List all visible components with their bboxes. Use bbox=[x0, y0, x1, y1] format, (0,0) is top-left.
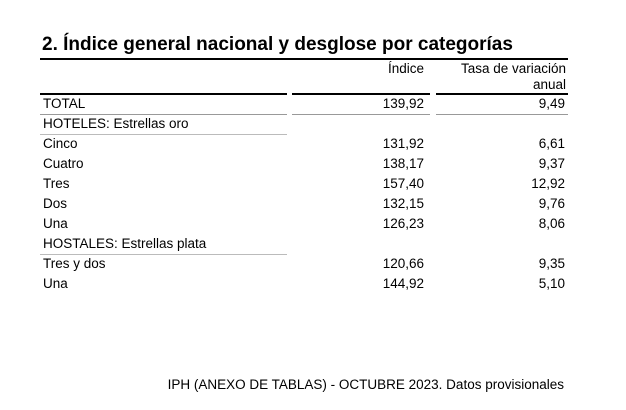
header-rule bbox=[40, 93, 287, 95]
footer: IPH (ANEXO DE TABLAS) - OCTUBRE 2023. Da… bbox=[167, 377, 564, 392]
row-label: Cinco bbox=[43, 136, 78, 151]
rate-value: 8,06 bbox=[538, 216, 565, 231]
row-label: HOTELES: Estrellas oro bbox=[43, 116, 189, 131]
row-label: Una bbox=[43, 216, 68, 231]
title-rule bbox=[40, 58, 568, 60]
rate-value: 9,37 bbox=[538, 156, 565, 171]
index-value: 157,40 bbox=[382, 176, 424, 191]
index-value: 138,17 bbox=[382, 156, 424, 171]
header-rule bbox=[292, 93, 430, 95]
rate-value: 9,49 bbox=[538, 96, 565, 111]
column-header: Tasa de variación anual bbox=[460, 61, 566, 92]
header-rule bbox=[436, 93, 568, 95]
row-rule bbox=[40, 114, 287, 115]
row-label: Una bbox=[43, 276, 68, 291]
column-header: Índice bbox=[387, 61, 424, 76]
table-title: 2. Índice general nacional y desglose po… bbox=[42, 34, 513, 55]
row-label: Cuatro bbox=[43, 156, 84, 171]
row-label: Tres bbox=[43, 176, 70, 191]
index-value: 120,66 bbox=[382, 256, 424, 271]
rate-value: 9,76 bbox=[538, 196, 565, 211]
rate-value: 12,92 bbox=[531, 176, 565, 191]
rate-value: 9,35 bbox=[538, 256, 565, 271]
row-label: HOSTALES: Estrellas plata bbox=[43, 236, 207, 251]
row-rule bbox=[292, 114, 430, 115]
row-label: Tres y dos bbox=[43, 256, 106, 271]
index-value: 139,92 bbox=[382, 96, 424, 111]
section-rule bbox=[40, 134, 287, 135]
index-value: 144,92 bbox=[382, 276, 424, 291]
index-value: 131,92 bbox=[382, 136, 424, 151]
row-rule bbox=[436, 114, 568, 115]
index-value: 126,23 bbox=[382, 216, 424, 231]
rate-value: 6,61 bbox=[538, 136, 565, 151]
section-rule bbox=[40, 254, 287, 255]
row-label: TOTAL bbox=[43, 96, 86, 111]
rate-value: 5,10 bbox=[538, 276, 565, 291]
index-value: 132,15 bbox=[382, 196, 424, 211]
row-label: Dos bbox=[43, 196, 68, 211]
